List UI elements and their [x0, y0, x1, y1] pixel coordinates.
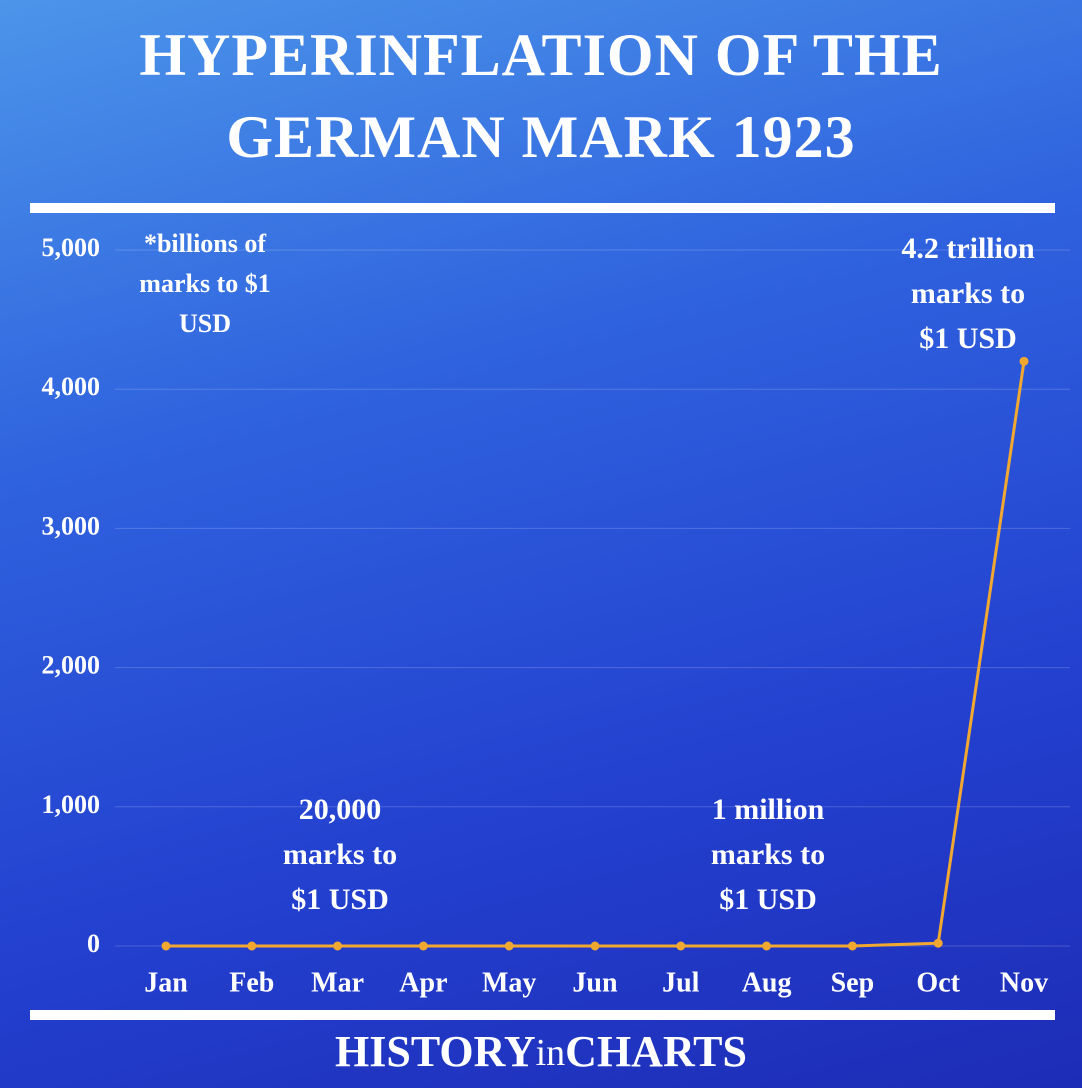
x-tick-label: Jul [662, 967, 700, 998]
page-title: HYPERINFLATION OF THE GERMAN MARK 1923 [139, 22, 943, 170]
x-tick-label: Nov [1000, 967, 1048, 998]
x-tick-label: Jan [144, 967, 188, 998]
x-tick-label: Apr [399, 967, 447, 998]
data-point [676, 941, 686, 951]
footer-part: CHARTS [565, 1027, 747, 1076]
x-tick-label: Jun [572, 967, 618, 998]
annotation: marks to $1 [139, 269, 270, 298]
data-point [762, 941, 772, 951]
y-tick-label: 3,000 [42, 511, 101, 540]
annotation: marks to [911, 277, 1025, 310]
data-point [504, 941, 514, 951]
annotation: USD [179, 309, 231, 338]
data-point [933, 938, 943, 948]
divider [30, 203, 1055, 213]
x-tick-label: Feb [229, 967, 274, 998]
y-tick-label: 1,000 [42, 790, 101, 819]
x-tick-label: Mar [311, 967, 364, 998]
annotation: *billions of [144, 229, 266, 258]
footer-part: in [536, 1032, 566, 1074]
data-point [161, 941, 171, 951]
data-point [590, 941, 600, 951]
x-tick-label: Oct [916, 967, 960, 998]
annotation: $1 USD [291, 883, 389, 916]
y-tick-label: 4,000 [42, 372, 101, 401]
y-tick-label: 2,000 [42, 651, 101, 680]
x-tick-label: Sep [831, 967, 875, 998]
y-tick-label: 5,000 [42, 233, 101, 262]
footer-brand: HISTORYinCHARTS [335, 1027, 747, 1076]
data-point [418, 941, 428, 951]
annotation: 1 million [712, 793, 825, 826]
annotation: $1 USD [919, 322, 1017, 355]
annotation: marks to [711, 838, 825, 871]
x-tick-label: Aug [742, 967, 792, 998]
annotation: 4.2 trillion [901, 232, 1035, 265]
x-tick-label: May [482, 967, 536, 998]
annotation: $1 USD [719, 883, 817, 916]
data-point [247, 941, 257, 951]
footer-part: HISTORY [335, 1027, 536, 1076]
data-point [1019, 356, 1029, 366]
y-tick-label: 0 [87, 929, 100, 958]
divider [30, 1010, 1055, 1020]
data-point [333, 941, 343, 951]
data-point [847, 941, 857, 951]
annotation: 20,000 [299, 793, 382, 826]
annotation: marks to [283, 838, 397, 871]
